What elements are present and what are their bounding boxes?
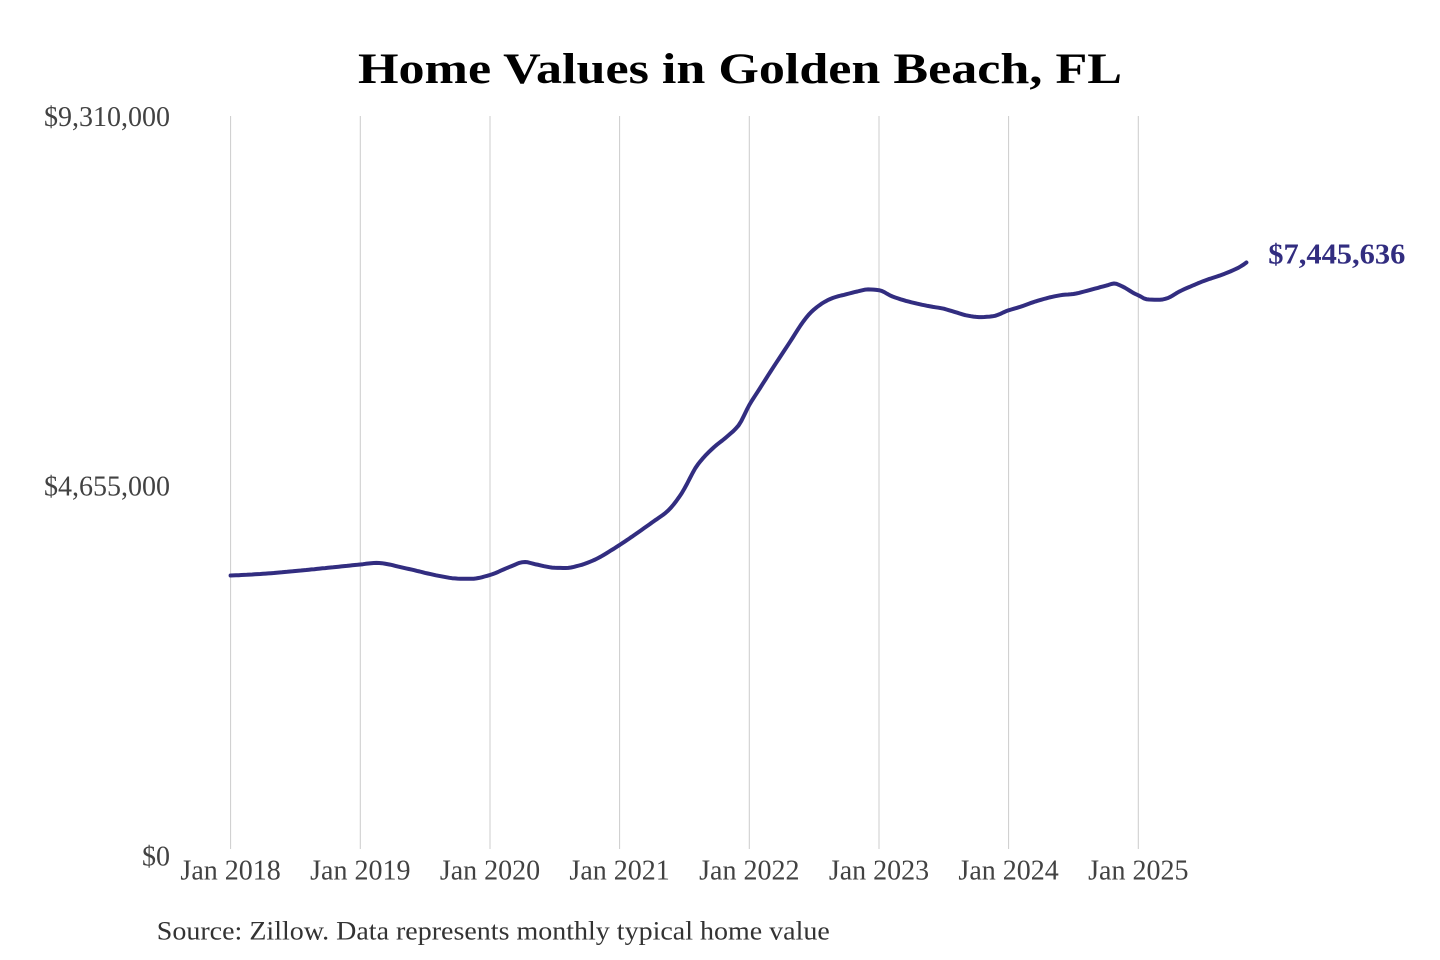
svg-text:Home Values in Golden Beach, F: Home Values in Golden Beach, FL bbox=[358, 46, 1122, 93]
svg-text:$7,445,636: $7,445,636 bbox=[1268, 239, 1405, 270]
svg-text:$0: $0 bbox=[142, 841, 170, 872]
svg-text:Jan 2022: Jan 2022 bbox=[699, 856, 799, 887]
svg-text:Jan 2020: Jan 2020 bbox=[440, 856, 540, 887]
svg-text:Jan 2021: Jan 2021 bbox=[569, 856, 669, 887]
svg-text:Jan 2018: Jan 2018 bbox=[180, 856, 280, 887]
svg-text:$4,655,000: $4,655,000 bbox=[44, 472, 170, 503]
svg-text:Source: Zillow. Data represent: Source: Zillow. Data represents monthly … bbox=[157, 916, 830, 945]
svg-text:$9,310,000: $9,310,000 bbox=[44, 102, 170, 133]
svg-text:Jan 2023: Jan 2023 bbox=[829, 856, 929, 887]
svg-text:Jan 2019: Jan 2019 bbox=[310, 856, 410, 887]
svg-text:Jan 2025: Jan 2025 bbox=[1088, 856, 1188, 887]
svg-text:Jan 2024: Jan 2024 bbox=[958, 856, 1058, 887]
